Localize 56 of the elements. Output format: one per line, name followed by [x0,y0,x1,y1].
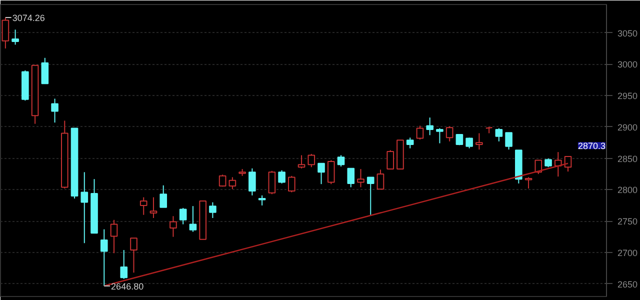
y-tick-label: 2850 [618,154,638,164]
candlestick [318,162,325,185]
candlestick [80,172,88,244]
candlestick [160,184,168,208]
candlestick [416,125,424,140]
candlestick [446,126,454,142]
candlestick [41,57,49,84]
candlestick [564,156,572,172]
candlestick [110,219,118,254]
candlestick [278,170,286,184]
y-tick-label: 3000 [618,60,638,70]
candlestick [209,202,216,219]
y-tick-label: 2750 [618,216,638,227]
candlestick [466,137,473,149]
candlestick [357,168,364,188]
candlestick [386,150,394,170]
candlestick [337,154,345,168]
candlestick [524,176,532,189]
candlestick [327,160,335,185]
ref-line-label: 2870.3 [578,141,606,152]
y-tick-label: 3050 [618,28,638,38]
candlestick [100,228,108,286]
candlestick [248,168,256,196]
candlestick [308,153,316,168]
candlestick [150,196,158,219]
candlestick [288,175,296,193]
candlestick [268,170,276,195]
candlestick [554,152,562,178]
candlestick [120,250,128,280]
candlestick [258,194,266,206]
candlestick [347,168,355,188]
y-tick-label: 2900 [618,122,638,132]
y-tick-label: 2650 [618,279,638,290]
candlestick [130,238,138,274]
candlestick [406,137,414,149]
candlestick [140,196,148,216]
candlestick [228,176,236,190]
candlestick [189,206,197,232]
candlestick [376,169,384,190]
candlestick [426,117,434,136]
candlestick [495,128,503,142]
y-tick-label: 2700 [618,248,638,258]
candlestick [476,132,483,150]
candlestick [179,207,187,225]
annotation: 2646.80 [111,281,144,292]
candlestick [366,176,374,216]
candlestick [298,154,306,169]
candlestick [12,29,19,46]
y-tick-label: 2950 [618,91,638,102]
y-tick-label: 2800 [618,185,638,196]
candlestick [436,128,444,144]
candlestick [51,98,58,124]
annotation: 3074.26 [12,13,45,24]
candlestick [534,160,542,175]
candlestick [505,132,512,150]
candlestick [170,216,177,238]
